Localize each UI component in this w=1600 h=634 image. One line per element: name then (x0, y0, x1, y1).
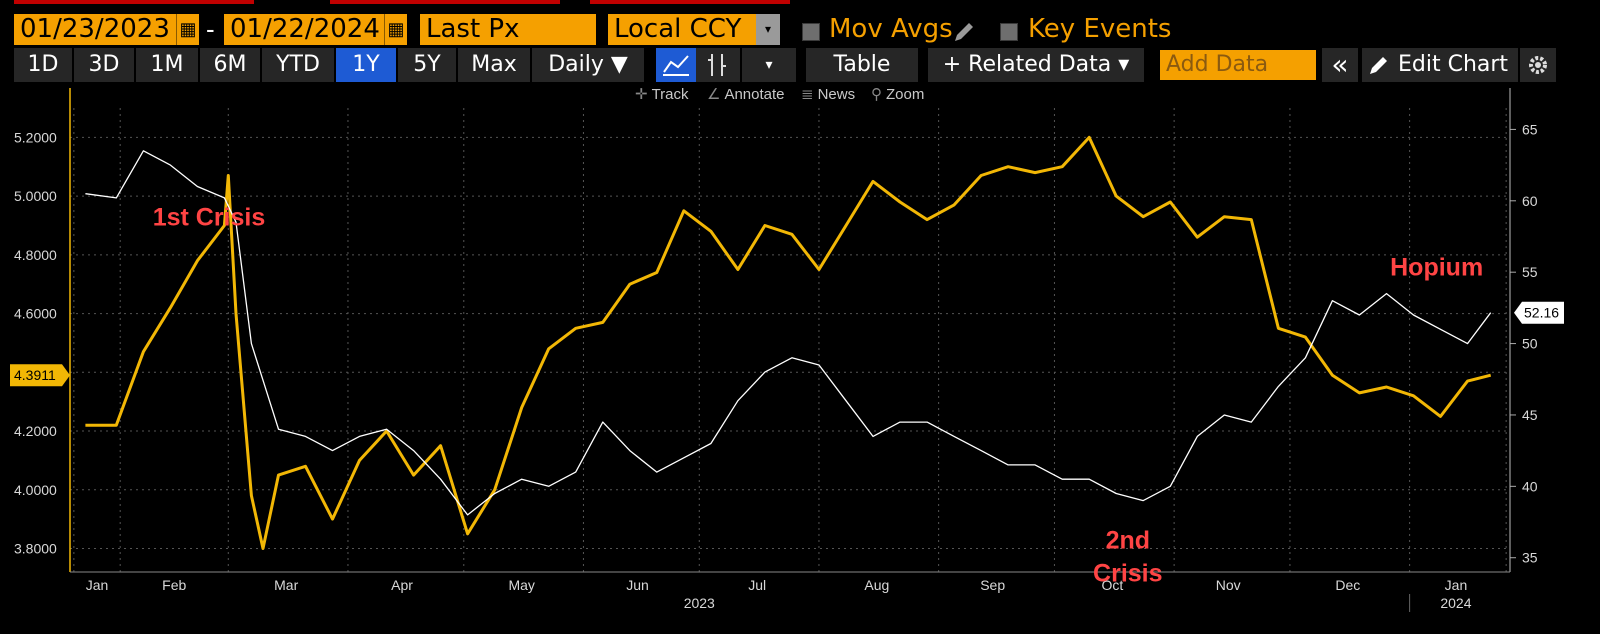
x-tick-label: Nov (1216, 577, 1241, 593)
pencil-icon[interactable] (952, 20, 976, 44)
top-bar-accent (330, 0, 560, 4)
left-last-value-tag (10, 364, 70, 387)
line-chart-icon[interactable] (656, 48, 696, 82)
track-label: Track (651, 86, 689, 103)
x-tick-label: Mar (274, 577, 298, 593)
x-tick-label: Dec (1335, 577, 1360, 593)
left-axis-tick: 3.8000 (14, 541, 57, 557)
x-tick-label: Jul (748, 577, 766, 593)
x-tick-label: Jun (626, 577, 649, 593)
zoom-icon: ⚲ (871, 86, 882, 103)
chart-type-dropdown[interactable]: ▾ (742, 48, 796, 82)
end-date-field[interactable]: 01/22/2024 (224, 14, 384, 45)
annotation-label: 2nd (1106, 527, 1150, 555)
track-tool[interactable]: ✛ Track (635, 84, 689, 106)
right-axis-tick: 50 (1522, 336, 1538, 352)
x-tick-label: Oct (1101, 577, 1123, 593)
x-tick-label: Aug (864, 577, 889, 593)
left-last-value-label: 4.3911 (14, 367, 56, 383)
edit-chart-label: Edit Chart (1398, 52, 1509, 77)
right-axis-tick: 35 (1522, 550, 1538, 566)
period-button-6m[interactable]: 6M (200, 48, 260, 82)
field-select[interactable]: Last Px (420, 14, 596, 45)
edit-chart-button[interactable]: Edit Chart (1362, 48, 1518, 82)
annotation-label: Crisis (1093, 560, 1162, 588)
right-axis-tick: 60 (1522, 193, 1538, 209)
calendar-icon[interactable]: ▦ (384, 14, 407, 45)
left-axis-tick: 4.6000 (14, 306, 57, 322)
annotate-label: Annotate (724, 86, 785, 103)
left-axis-tick: 5.2000 (14, 129, 57, 145)
x-year-label: 2023 (684, 595, 715, 611)
currency-dropdown-button[interactable]: ▾ (756, 14, 780, 45)
series-line-left-axis (85, 135, 1492, 550)
pencil-icon (1370, 57, 1387, 74)
annotate-icon: ∠ (707, 86, 721, 103)
period-button-1y[interactable]: 1Y (336, 48, 396, 82)
news-tool[interactable]: ≣ News (801, 84, 855, 106)
x-year-label: 2024 (1440, 595, 1471, 611)
series-line-right-axis (85, 150, 1492, 516)
period-button-3d[interactable]: 3D (74, 48, 134, 82)
related-data-button[interactable]: + Related Data ▾ (928, 48, 1144, 82)
x-tick-label: Sep (980, 577, 1005, 593)
right-last-value-label: 52.16 (1524, 305, 1559, 321)
zoom-label: Zoom (886, 86, 925, 103)
candlestick-icon[interactable] (696, 48, 740, 82)
right-axis-tick: 55 (1522, 264, 1538, 280)
start-date-field[interactable]: 01/23/2023 (14, 14, 176, 45)
settings-gear-icon[interactable] (1520, 48, 1556, 82)
mov-avgs-checkbox[interactable] (802, 23, 820, 41)
period-button-1m[interactable]: 1M (136, 48, 198, 82)
annotation-label: Hopium (1390, 253, 1483, 281)
key-events-checkbox[interactable] (1000, 23, 1018, 41)
key-events-label[interactable]: Key Events (1028, 14, 1172, 44)
mov-avgs-label[interactable]: Mov Avgs (829, 14, 953, 44)
calendar-icon[interactable]: ▦ (176, 14, 199, 45)
table-button[interactable]: Table (806, 48, 918, 82)
toolbar-row-2: 1D 3D 1M 6M YTD 1Y 5Y Max Daily ▼ ▾ Tabl… (0, 46, 1600, 84)
x-tick-label: Jan (1445, 577, 1468, 593)
currency-select[interactable]: Local CCY (608, 14, 756, 45)
period-button-5y[interactable]: 5Y (398, 48, 456, 82)
toolbar-row-1: 01/23/2023 ▦ - 01/22/2024 ▦ Last Px Loca… (0, 6, 1600, 46)
annotation-label: 1st Crisis (153, 203, 266, 231)
left-axis-tick: 4.0000 (14, 482, 57, 498)
period-button-max[interactable]: Max (458, 48, 530, 82)
news-icon: ≣ (801, 86, 814, 103)
window-top-bar (0, 0, 1600, 4)
period-button-ytd[interactable]: YTD (262, 48, 334, 82)
zoom-tool[interactable]: ⚲ Zoom (871, 84, 924, 106)
right-axis-tick: 65 (1522, 121, 1538, 137)
crosshair-icon: ✛ (635, 86, 648, 103)
x-tick-label: Jan (86, 577, 109, 593)
left-axis-tick: 4.2000 (14, 423, 57, 439)
right-last-value-tag (1514, 301, 1564, 324)
frequency-dropdown[interactable]: Daily ▼ (532, 48, 644, 82)
x-tick-label: May (508, 577, 534, 593)
right-axis-tick: 40 (1522, 478, 1538, 494)
add-data-input[interactable]: Add Data (1160, 50, 1316, 80)
annotate-tool[interactable]: ∠ Annotate (707, 84, 785, 106)
news-label: News (817, 86, 856, 103)
period-button-1d[interactable]: 1D (14, 48, 72, 82)
collapse-button[interactable]: « (1322, 48, 1358, 82)
left-axis-tick: 4.8000 (14, 247, 57, 263)
x-tick-label: Feb (162, 577, 186, 593)
top-bar-accent (14, 0, 254, 4)
right-axis-tick: 45 (1522, 407, 1538, 423)
date-separator: - (206, 14, 215, 44)
left-axis-tick: 5.0000 (14, 188, 57, 204)
top-bar-accent (590, 0, 790, 4)
x-tick-label: Apr (391, 577, 413, 593)
